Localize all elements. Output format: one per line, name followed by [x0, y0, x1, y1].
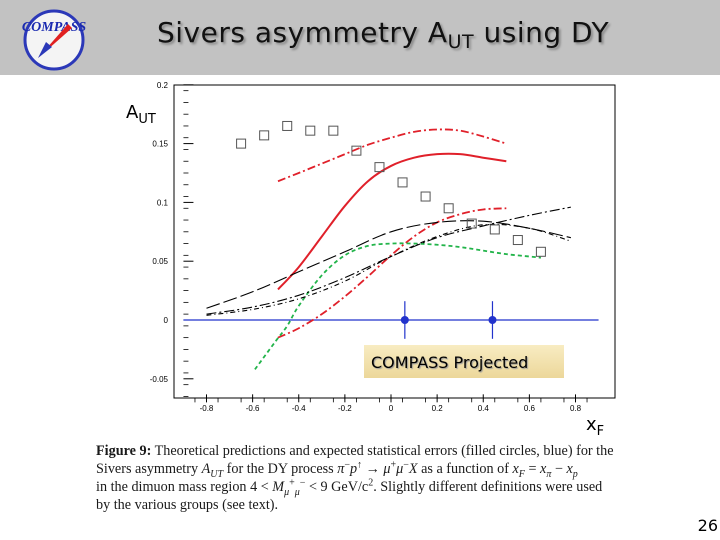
- projected-point: [400, 316, 409, 324]
- curve-black-mixed: [206, 223, 572, 316]
- annotation-box: COMPASS Projected: [364, 345, 564, 378]
- open-square-marker: [466, 218, 477, 229]
- x-tick-label: 0.2: [432, 404, 444, 413]
- y-tick-label: 0.2: [157, 81, 169, 90]
- y-tick-label: 0.05: [152, 257, 168, 266]
- x-tick-label: -0.4: [292, 404, 306, 413]
- caption-line-1: Figure 9: Theoretical predictions and ex…: [96, 443, 614, 459]
- curve-red-dashdot-upper: [277, 128, 507, 183]
- curve-green-dashed: [254, 242, 541, 370]
- open-square-markers: [236, 120, 546, 257]
- page-number: 26: [697, 516, 718, 535]
- theory-curves: [206, 128, 572, 370]
- open-square-marker: [420, 191, 431, 202]
- x-tick-label: 0.8: [570, 404, 582, 413]
- y-tick-label: 0.15: [152, 140, 168, 149]
- y-tick-label: 0: [164, 316, 169, 325]
- open-square-marker: [259, 130, 270, 141]
- x-tick-label: 0: [389, 404, 394, 413]
- curve-red-dashdot-lower: [277, 207, 507, 339]
- open-square-marker: [236, 138, 247, 149]
- y-axis-label: AUT: [126, 102, 156, 127]
- open-square-marker: [535, 246, 546, 257]
- x-tick-label: -0.2: [338, 404, 352, 413]
- curve-red-solid: [277, 152, 507, 291]
- x-tick-label: -0.8: [200, 404, 214, 413]
- open-square-marker: [443, 203, 454, 214]
- annotation-label: COMPASS Projected: [371, 353, 528, 372]
- caption-line-4: by the various groups (see text).: [96, 497, 279, 513]
- open-square-marker: [397, 177, 408, 188]
- projected-point: [488, 316, 497, 324]
- open-square-marker: [305, 125, 316, 136]
- compass-logo: COMPASS: [22, 9, 87, 71]
- x-tick-label: 0.6: [524, 404, 536, 413]
- open-square-marker: [328, 125, 339, 136]
- y-tick-label: -0.05: [150, 375, 169, 384]
- open-square-marker: [374, 162, 385, 173]
- slide-title: Sivers asymmetry AUT using DY: [157, 16, 610, 53]
- title-bar: COMPASS Sivers asymmetry AUT using DY: [0, 0, 720, 75]
- x-tick-label: -0.6: [246, 404, 260, 413]
- figure-caption: Figure 9: Theoretical predictions and ex…: [96, 442, 666, 514]
- sivers-asymmetry-chart: -0.8 -0.6 -0.4 -0.2 0 0.2 0.4 0.6 0.8 -0.05 0 0.05 0…: [126, 81, 616, 439]
- open-square-marker: [489, 224, 500, 235]
- logo-text: COMPASS: [22, 20, 87, 35]
- y-tick-label: 0.1: [157, 198, 169, 207]
- x-tick-label: 0.4: [478, 404, 490, 413]
- caption-line-2: Sivers asymmetry AUT for the DY process …: [96, 459, 578, 480]
- open-square-marker: [512, 235, 523, 246]
- x-axis-label: xF: [586, 414, 604, 439]
- projected-points: [400, 301, 497, 339]
- open-square-marker: [282, 120, 293, 131]
- caption-line-3: in the dimuon mass region 4 < Mμ+μ− < 9 …: [96, 477, 603, 498]
- open-square-marker: [351, 145, 362, 156]
- tick-labels: -0.8 -0.6 -0.4 -0.2 0 0.2 0.4 0.6 0.8 -0.05 0 0.05 0…: [150, 81, 582, 413]
